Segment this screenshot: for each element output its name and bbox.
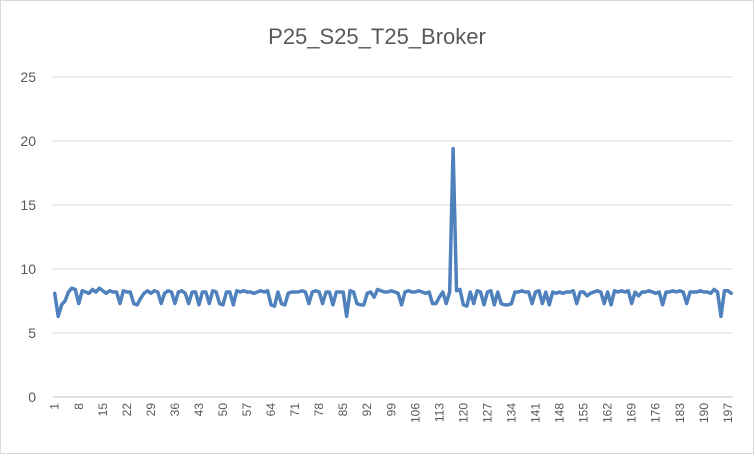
y-tick-label: 25 (20, 69, 36, 85)
x-tick-label: 43 (192, 403, 206, 417)
y-tick-label: 10 (20, 261, 36, 277)
x-tick-label: 148 (553, 403, 567, 423)
y-tick-label: 0 (28, 389, 36, 405)
x-tick-label: 127 (480, 403, 494, 423)
x-tick-label: 197 (721, 403, 735, 423)
x-tick-label: 8 (72, 403, 86, 410)
x-tick-label: 36 (168, 403, 182, 417)
x-tick-label: 64 (264, 403, 278, 417)
x-tick-label: 155 (577, 403, 591, 423)
series-line (52, 146, 734, 319)
x-tick-label: 120 (456, 403, 470, 423)
x-tick-label: 92 (360, 403, 374, 417)
gridlines (53, 76, 733, 398)
y-tick-label: 20 (20, 133, 36, 149)
x-tick-label: 15 (96, 403, 110, 417)
chart-title: P25_S25_T25_Broker (268, 24, 486, 49)
x-tick-label: 106 (408, 403, 422, 423)
x-tick-label: 183 (673, 403, 687, 423)
x-axis-tick-labels: 1 8 15 22 29 36 43 50 57 64 71 78 85 92 99 106 113 120 127… (48, 403, 735, 423)
x-tick-label: 85 (336, 403, 350, 417)
series-layer (52, 146, 734, 319)
x-tick-label: 162 (601, 403, 615, 423)
y-tick-label: 15 (20, 197, 36, 213)
x-tick-label: 99 (384, 403, 398, 417)
y-tick-label: 5 (28, 325, 36, 341)
x-tick-label: 190 (697, 403, 711, 423)
x-tick-label: 78 (312, 403, 326, 417)
x-tick-label: 50 (216, 403, 230, 417)
x-tick-label: 1 (48, 403, 62, 410)
x-tick-label: 134 (504, 403, 518, 423)
x-tick-label: 141 (529, 403, 543, 423)
x-tick-label: 113 (432, 403, 446, 422)
x-tick-label: 176 (649, 403, 663, 423)
x-tick-label: 22 (120, 403, 134, 417)
x-tick-label: 57 (240, 403, 254, 417)
x-tick-label: 29 (144, 403, 158, 417)
y-axis-tick-labels: 0 5 10 15 20 25 (20, 69, 36, 405)
x-tick-label: 169 (625, 403, 639, 423)
x-tick-label: 71 (288, 403, 302, 417)
